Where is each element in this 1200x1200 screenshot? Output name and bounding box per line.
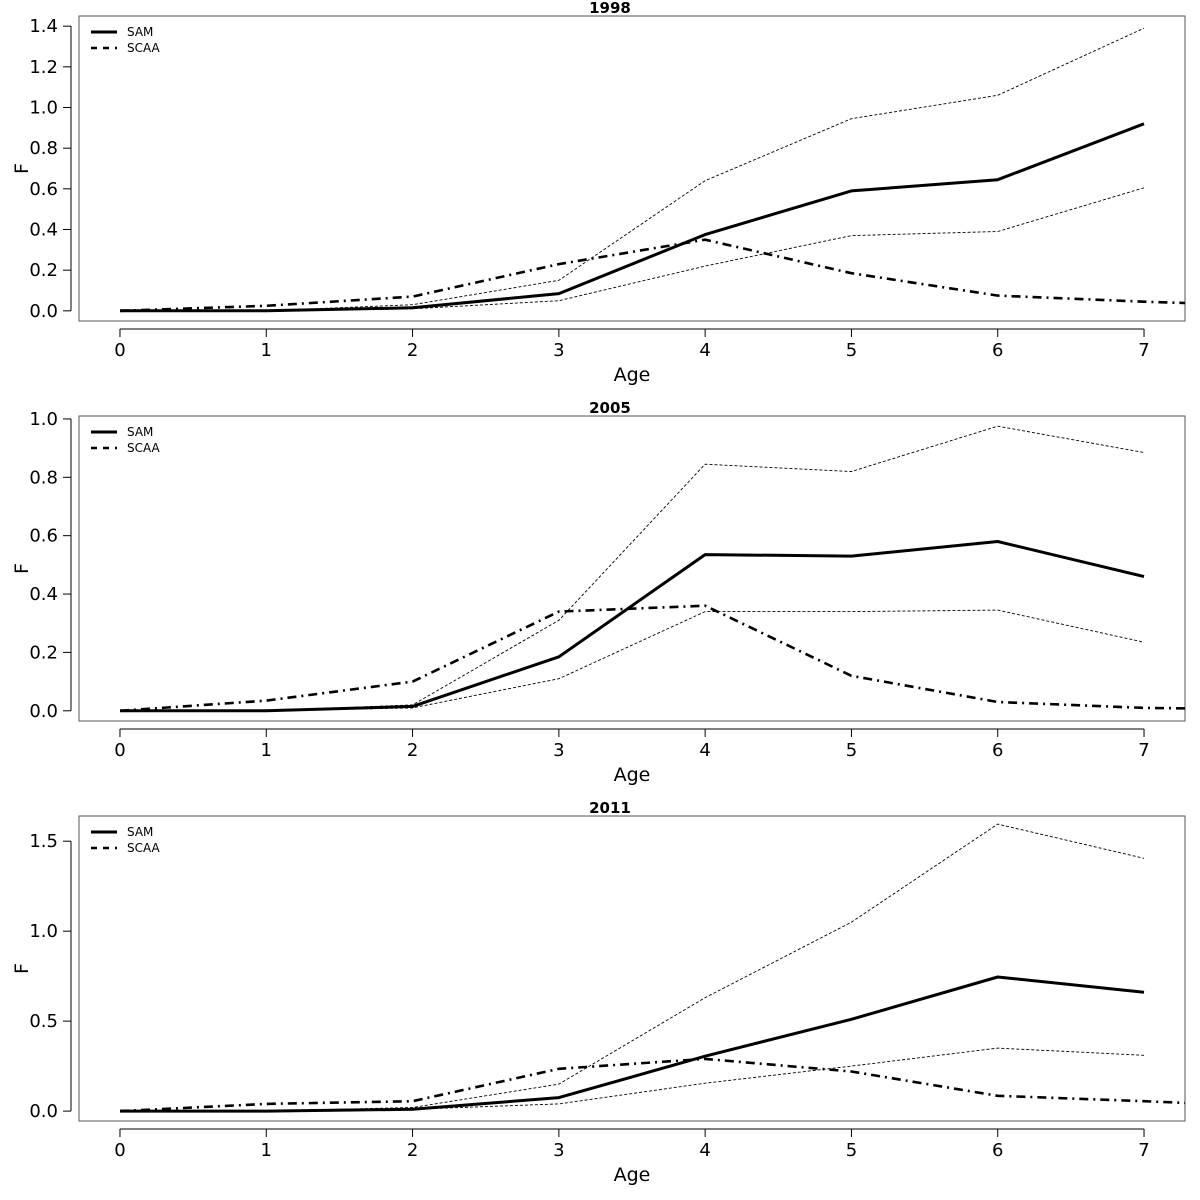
x-tick-label: 2 [407,740,418,761]
x-tick-label: 4 [699,740,710,761]
x-tick-label: 6 [992,340,1003,361]
y-tick-label: 0.0 [29,1101,58,1122]
y-tick-label: 0.4 [29,220,58,241]
y-tick-label: 1.4 [29,16,58,37]
x-tick-label: 0 [114,740,125,761]
x-tick-label: 5 [846,740,857,761]
y-axis-label: F [11,563,33,574]
confidence-band-line [120,609,1145,712]
x-tick-label: 7 [1138,740,1149,761]
x-tick-label: 1 [261,340,272,361]
legend-label-scaa: SCAA [127,841,161,855]
x-tick-label: 3 [553,1140,564,1161]
confidence-band-line [120,187,1145,312]
confidence-band-line [120,1047,1145,1112]
series-line-sam [120,975,1145,1113]
panel-title: 1998 [589,0,631,17]
legend-label-sam: SAM [127,825,153,839]
x-tick-label: 5 [846,1140,857,1161]
series-line-scaa [119,1057,1185,1113]
x-axis-label: Age [614,1164,651,1186]
y-tick-label: 1.0 [29,98,58,119]
x-tick-label: 4 [699,340,710,361]
panel-title: 2005 [589,399,631,417]
y-tick-label: 0.8 [29,467,58,488]
x-tick-label: 3 [553,740,564,761]
y-tick-label: 0.0 [29,701,58,722]
legend-label-scaa: SCAA [127,441,161,455]
confidence-band-line [120,823,1145,1112]
x-tick-label: 2 [407,1140,418,1161]
legend-label-sam: SAM [127,25,153,39]
x-tick-label: 7 [1138,1140,1149,1161]
y-tick-label: 0.4 [29,584,58,605]
x-tick-label: 5 [846,340,857,361]
y-tick-label: 0.6 [29,179,58,200]
series-line-scaa [119,238,1185,313]
series-line-scaa [119,604,1185,713]
confidence-band-line [120,27,1145,312]
y-tick-label: 0.0 [29,301,58,322]
y-tick-label: 0.8 [29,138,58,159]
x-tick-label: 1 [261,1140,272,1161]
legend-label-scaa: SCAA [127,41,161,55]
legend: SAM SCAA [91,25,161,55]
confidence-band-line [120,425,1145,712]
legend: SAM SCAA [91,425,161,455]
y-tick-label: 0.6 [29,526,58,547]
x-tick-label: 6 [992,740,1003,761]
x-tick-label: 6 [992,1140,1003,1161]
y-tick-label: 1.2 [29,57,58,78]
legend-label-sam: SAM [127,425,153,439]
x-axis-label: Age [614,364,651,386]
y-tick-label: 0.5 [29,1011,58,1032]
x-tick-label: 1 [261,740,272,761]
x-tick-label: 4 [699,1140,710,1161]
x-tick-label: 3 [553,340,564,361]
plot-frame [78,15,1186,322]
panel-title: 2011 [589,799,631,817]
y-tick-label: 1.0 [29,921,58,942]
x-axis-label: Age [614,764,651,786]
y-tick-label: 1.5 [29,831,58,852]
series-line-sam [120,122,1145,313]
x-tick-label: 2 [407,340,418,361]
x-tick-label: 7 [1138,340,1149,361]
series-line-sam [120,540,1145,713]
chart-panel-1998: 1998 0 1 2 3 4 5 6 7 Age 0.0 0.2 0.4 0.6 0.8 1.0 1.2 1.4 F… [11,0,1186,386]
x-tick-label: 0 [114,340,125,361]
chart-panel-2005: 2005 0 1 2 3 4 5 6 7 Age 0.0 0.2 0.4 0.6 0.8 1.0 F SAM SCA… [11,399,1186,786]
x-tick-label: 0 [114,1140,125,1161]
y-tick-label: 0.2 [29,642,58,663]
legend: SAM SCAA [91,825,161,855]
plot-frame [78,815,1186,1122]
chart-panel-2011: 2011 0 1 2 3 4 5 6 7 Age 0.0 0.5 1.0 1.5 F SAM SCAA [11,799,1186,1186]
plot-frame [78,415,1186,722]
y-axis-label: F [11,163,33,174]
y-tick-label: 1.0 [29,409,58,430]
y-axis-label: F [11,963,33,974]
y-tick-label: 0.2 [29,260,58,281]
